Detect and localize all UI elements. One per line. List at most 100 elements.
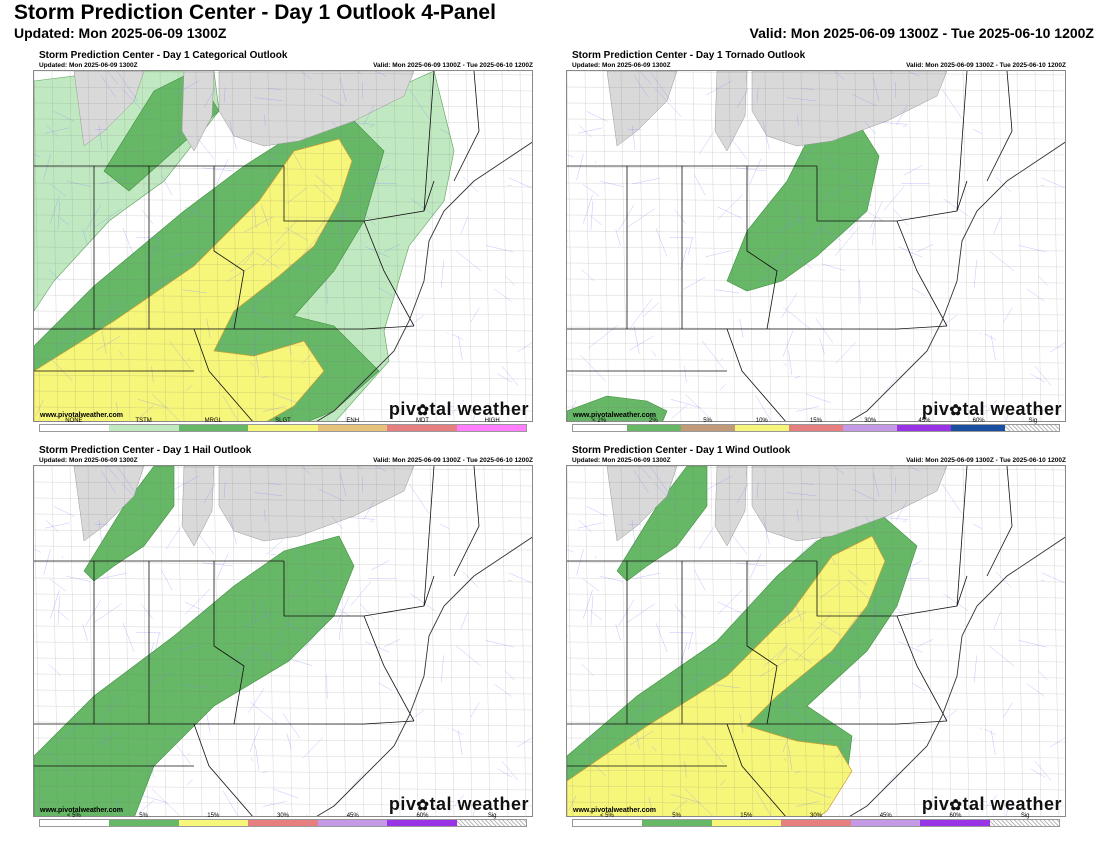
county-line xyxy=(800,466,808,816)
hail-panel: Storm Prediction Center - Day 1 Hail Out… xyxy=(33,445,533,830)
legend-swatch xyxy=(317,425,388,431)
road-line xyxy=(98,572,128,580)
road-line xyxy=(674,209,686,224)
road-line xyxy=(979,727,982,730)
road-line xyxy=(599,181,624,187)
legend-swatch xyxy=(711,820,782,826)
road-line xyxy=(121,483,149,512)
state-border xyxy=(453,71,480,182)
road-line xyxy=(818,227,842,241)
road-line xyxy=(903,165,922,176)
road-line xyxy=(250,362,254,367)
road-line xyxy=(717,601,743,614)
wind-map[interactable]: www.pivotalweather.com piv✿tal weather xyxy=(566,465,1066,817)
road-line xyxy=(451,728,463,735)
county-line xyxy=(567,390,1065,396)
state-border xyxy=(746,561,778,725)
road-line xyxy=(151,393,180,421)
road-line xyxy=(187,358,191,360)
road-line xyxy=(806,788,832,799)
county-line xyxy=(567,769,1065,775)
legend-label: 45% xyxy=(918,418,931,424)
road-line xyxy=(579,125,592,138)
legend-swatch xyxy=(456,820,526,826)
road-line xyxy=(1005,799,1011,816)
road-line xyxy=(266,539,284,555)
county-line xyxy=(818,466,826,816)
coastline xyxy=(316,141,532,421)
road-line xyxy=(165,527,181,550)
road-line xyxy=(651,351,657,357)
road-line xyxy=(302,737,324,759)
county-line xyxy=(69,466,77,816)
state-border xyxy=(363,615,415,722)
road-line xyxy=(642,302,660,317)
road-line xyxy=(504,275,515,286)
road-line xyxy=(897,246,923,258)
road-line xyxy=(694,174,706,196)
road-line xyxy=(249,331,260,357)
road-line xyxy=(497,768,513,778)
legend-swatch xyxy=(642,820,712,826)
tornado-map[interactable]: www.pivotalweather.com piv✿tal weather xyxy=(566,70,1066,422)
legend-labels: < 2% 2% 5% 10% 15% 30% 45% 60% Sig xyxy=(572,418,1060,424)
county-line xyxy=(34,71,532,76)
categorical-map[interactable]: www.pivotalweather.com piv✿tal weather xyxy=(33,70,533,422)
county-line xyxy=(483,466,491,816)
road-line xyxy=(47,355,73,382)
road-line xyxy=(630,299,652,328)
road-line xyxy=(383,639,401,648)
state-border xyxy=(816,166,897,222)
road-line xyxy=(650,466,672,497)
county-line xyxy=(87,466,95,816)
road-line xyxy=(1049,342,1065,353)
legend-swatch xyxy=(248,425,318,431)
legend-swatch xyxy=(843,425,897,431)
road-line xyxy=(719,779,726,786)
county-line xyxy=(483,71,491,421)
hail-map[interactable]: www.pivotalweather.com piv✿tal weather xyxy=(33,465,533,817)
legend xyxy=(39,424,527,432)
county-line xyxy=(51,466,59,816)
county-line xyxy=(567,529,1065,535)
legend-swatch xyxy=(850,820,921,826)
legend-swatch xyxy=(897,425,951,431)
county-line xyxy=(567,785,1065,791)
road-line xyxy=(350,186,372,211)
county-line xyxy=(177,466,185,816)
county-line xyxy=(674,466,682,816)
road-line xyxy=(674,604,686,619)
wind-panel: Storm Prediction Center - Day 1 Wind Out… xyxy=(566,445,1066,830)
road-line xyxy=(1037,275,1048,286)
tornado-panel: Storm Prediction Center - Day 1 Tornado … xyxy=(566,50,1066,435)
county-line xyxy=(34,262,532,268)
road-line xyxy=(96,335,121,351)
road-line xyxy=(870,596,883,624)
state-border xyxy=(34,325,415,330)
county-line xyxy=(34,230,532,236)
road-line xyxy=(172,645,198,652)
road-line xyxy=(618,599,635,626)
road-line xyxy=(117,466,139,497)
road-line xyxy=(315,610,329,628)
county-line xyxy=(567,753,1065,759)
road-line xyxy=(44,522,70,529)
county-line xyxy=(34,657,532,663)
county-line xyxy=(746,466,754,816)
county-line xyxy=(123,71,131,421)
road-line xyxy=(794,636,820,661)
brand-logo: piv✿tal weather xyxy=(388,399,529,419)
road-line xyxy=(374,71,387,77)
road-line xyxy=(731,534,748,555)
county-line xyxy=(728,466,736,816)
panel-updated: Updated: Mon 2025-06-09 1300Z xyxy=(39,457,138,464)
road-line xyxy=(825,548,836,565)
road-line xyxy=(122,622,135,652)
county-line xyxy=(710,71,718,421)
road-line xyxy=(34,549,41,553)
road-line xyxy=(567,549,574,553)
road-line xyxy=(458,730,463,756)
legend-swatch xyxy=(573,820,643,826)
legend-swatch xyxy=(40,820,110,826)
county-line xyxy=(1034,71,1042,421)
